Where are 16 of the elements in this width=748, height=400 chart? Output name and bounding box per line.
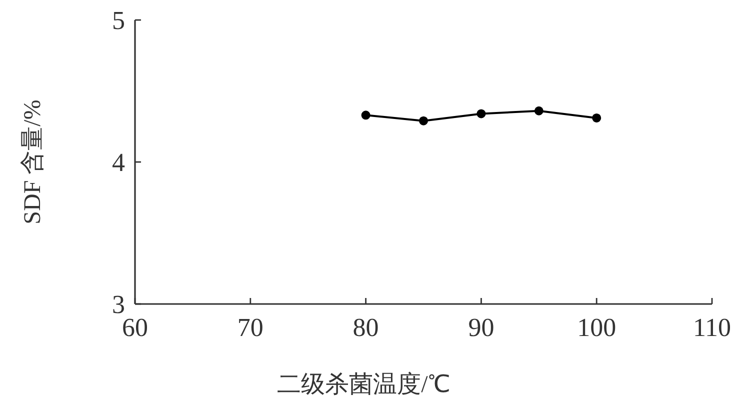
x-tick-label: 70 bbox=[237, 313, 264, 342]
point bbox=[476, 109, 486, 118]
point bbox=[361, 110, 370, 120]
y-tick-label: 3 bbox=[112, 290, 125, 319]
x-tick-label: 110 bbox=[692, 313, 732, 342]
x-tick-label: 80 bbox=[352, 313, 379, 342]
y-tick-label: 5 bbox=[112, 6, 125, 35]
x-tick-label: 100 bbox=[577, 313, 616, 342]
x-tick-label: 90 bbox=[468, 313, 494, 342]
point bbox=[592, 113, 602, 122]
y-tick-label: 4 bbox=[112, 148, 125, 177]
y-axis-title: SDF 含量/% bbox=[20, 100, 46, 224]
x-axis-title: 二级杀菌温度/℃ bbox=[277, 371, 450, 398]
point bbox=[534, 106, 544, 116]
x-tick-label: 60 bbox=[122, 313, 148, 342]
point bbox=[419, 116, 428, 126]
